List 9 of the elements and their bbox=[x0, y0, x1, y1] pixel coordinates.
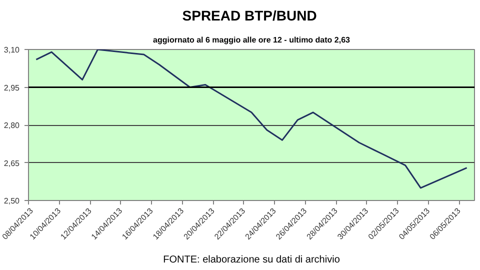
source-note: FONTE: elaborazione su dati di archivio bbox=[163, 254, 340, 266]
y-tick-label: 2,65 bbox=[4, 158, 20, 168]
chart-title: SPREAD BTP/BUND bbox=[182, 8, 317, 24]
y-tick-label: 2,95 bbox=[4, 83, 20, 92]
y-tick-label: 3,10 bbox=[4, 46, 20, 54]
line-series bbox=[35, 50, 468, 189]
y-tick-label: 2,50 bbox=[4, 196, 20, 206]
chart-subtitle: aggiornato al 6 maggio alle ore 12 - ultimo dato 2,63 bbox=[153, 36, 351, 44]
y-tick-label: 2,80 bbox=[4, 121, 20, 130]
